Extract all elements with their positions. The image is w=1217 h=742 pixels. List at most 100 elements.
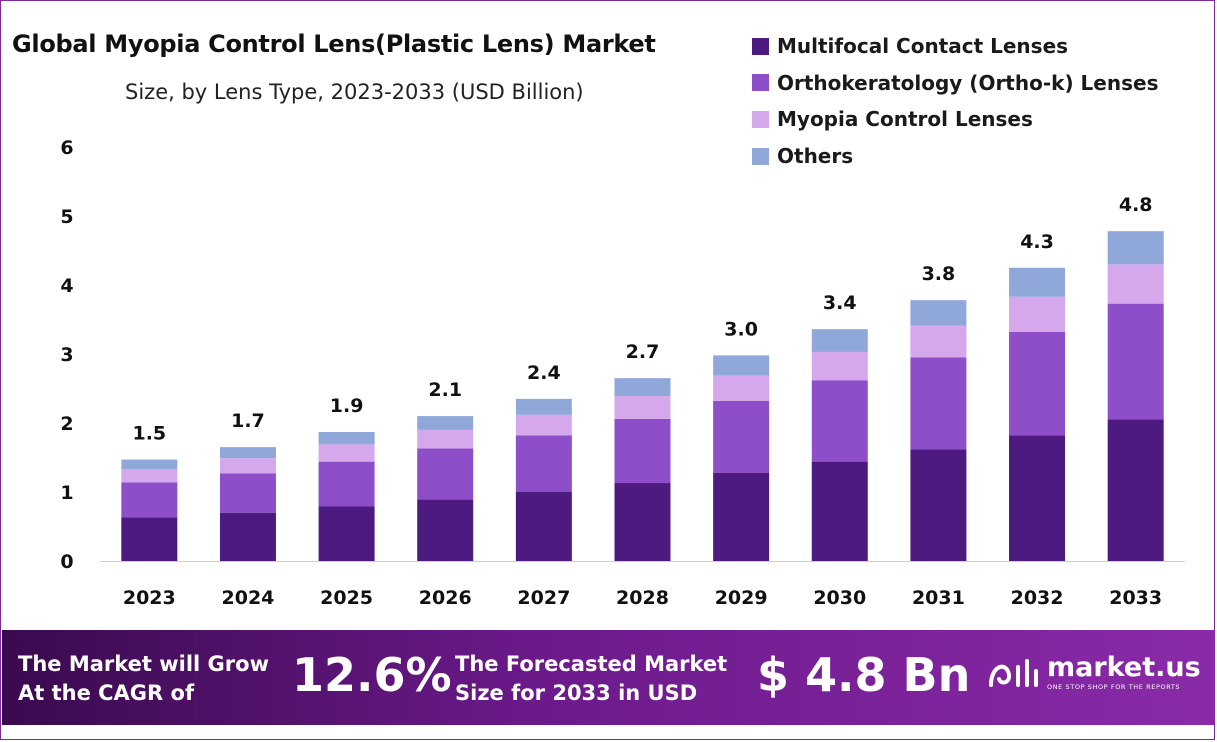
bar-chart: 0 1 2 3 4 5 6 1.5 2023 1.7 2024 1.9 2025 2.1 2026 2.4 20… <box>60 137 1185 609</box>
bar-segment-orthok <box>417 448 474 500</box>
x-tick-label: 2025 <box>320 587 373 609</box>
footer-forecast-line1: The Forecasted Market <box>455 652 728 676</box>
logo-tagline: ONE STOP SHOP FOR THE REPORTS <box>1047 683 1181 691</box>
bar-segment-orthok <box>614 418 671 484</box>
bar-total-label: 1.5 <box>132 423 166 445</box>
market-us-logo: market.us ONE STOP SHOP FOR THE REPORTS <box>987 654 1201 691</box>
bar-segment-multifocal <box>713 472 770 561</box>
bar-segment-myopia <box>1009 296 1066 332</box>
legend-swatch-others <box>752 147 769 165</box>
footer-forecast-text: The Forecasted Market Size for 2033 in U… <box>455 650 727 708</box>
bar-segment-others <box>1107 231 1164 265</box>
x-tick-label: 2033 <box>1109 587 1162 609</box>
bar-segment-orthok <box>1009 331 1066 436</box>
y-tick-label: 6 <box>60 137 73 159</box>
legend-item-others: Others <box>752 138 1158 175</box>
bar-segment-myopia <box>219 458 276 474</box>
bar-segment-others <box>811 329 868 352</box>
logo-text: market.us <box>1047 652 1201 683</box>
legend-label-others: Others <box>777 144 854 169</box>
chart-legend: Multifocal Contact Lenses Orthokeratolog… <box>752 28 1158 174</box>
footer-grow-line1: The Market will Grow <box>18 652 269 676</box>
bar-segment-orthok <box>515 435 572 492</box>
legend-label-orthok: Orthokeratology (Ortho-k) Lenses <box>777 70 1159 95</box>
y-tick-label: 2 <box>60 413 73 435</box>
legend-label-multifocal: Multifocal Contact Lenses <box>777 34 1069 59</box>
bar-segment-others <box>318 431 375 445</box>
bar-total-label: 3.8 <box>922 263 956 285</box>
x-tick-label: 2029 <box>715 587 768 609</box>
legend-item-myopia: Myopia Control Lenses <box>752 101 1158 138</box>
bar-segment-multifocal <box>614 483 671 561</box>
footer-banner: The Market will Grow At the CAGR of 12.6… <box>2 630 1215 725</box>
y-tick-label: 0 <box>60 551 73 573</box>
x-tick-label: 2027 <box>517 587 570 609</box>
bar-segment-others <box>614 378 671 397</box>
y-tick-label: 1 <box>60 482 73 504</box>
bar-total-label: 2.7 <box>626 341 660 363</box>
bar-segment-others <box>417 416 474 430</box>
bar-segment-multifocal <box>811 461 868 561</box>
footer-size-value: $ 4.8 Bn <box>757 648 971 702</box>
bar-total-label: 1.9 <box>330 395 364 417</box>
bar-segment-others <box>713 355 770 376</box>
bar-total-label: 4.8 <box>1119 194 1153 216</box>
bar-segment-myopia <box>515 414 572 436</box>
footer-cagr-value: 12.6% <box>292 648 452 702</box>
legend-swatch-myopia <box>752 110 769 128</box>
legend-item-multifocal: Multifocal Contact Lenses <box>752 28 1158 65</box>
bar-total-label: 2.4 <box>527 362 561 384</box>
bar-segment-orthok <box>219 473 276 513</box>
x-tick-label: 2023 <box>123 587 176 609</box>
bar-segment-myopia <box>121 469 178 483</box>
legend-swatch-multifocal <box>752 37 769 55</box>
x-tick-label: 2032 <box>1011 587 1064 609</box>
chart-title: Global Myopia Control Lens(Plastic Lens)… <box>12 30 656 58</box>
bar-segment-multifocal <box>1009 435 1066 561</box>
bar-segment-myopia <box>910 325 967 358</box>
y-tick-label: 5 <box>60 206 73 228</box>
x-tick-label: 2030 <box>813 587 866 609</box>
y-tick-label: 3 <box>60 344 73 366</box>
y-tick-label: 4 <box>60 275 73 297</box>
legend-swatch-orthok <box>752 74 769 92</box>
bar-segment-myopia <box>417 429 474 449</box>
bar-segment-myopia <box>318 444 375 462</box>
bar-total-label: 3.0 <box>724 318 758 340</box>
bar-total-label: 4.3 <box>1020 231 1054 253</box>
bar-total-label: 3.4 <box>823 292 857 314</box>
market-us-logo-icon <box>989 658 1038 687</box>
bar-segment-multifocal <box>910 449 967 561</box>
footer-grow-text: The Market will Grow At the CAGR of <box>18 650 269 708</box>
bar-segment-myopia <box>713 375 770 401</box>
legend-label-myopia: Myopia Control Lenses <box>777 107 1033 132</box>
bar-total-label: 1.7 <box>231 410 265 432</box>
bar-segment-multifocal <box>417 499 474 561</box>
bar-segment-multifocal <box>318 506 375 561</box>
logo-wordmark: market.us ONE STOP SHOP FOR THE REPORTS <box>1047 652 1201 692</box>
bar-segment-others <box>515 398 572 415</box>
bar-segment-others <box>121 459 178 470</box>
bar-segment-others <box>910 300 967 326</box>
bar-segment-myopia <box>1107 264 1164 304</box>
footer-forecast-line2: Size for 2033 in USD <box>455 681 698 705</box>
bar-segment-multifocal <box>121 517 178 561</box>
bar-segment-others <box>219 447 276 459</box>
legend-item-orthok: Orthokeratology (Ortho-k) Lenses <box>752 65 1158 102</box>
bar-segment-myopia <box>614 396 671 419</box>
x-tick-label: 2028 <box>616 587 669 609</box>
bar-segment-orthok <box>910 357 967 450</box>
bar-segment-orthok <box>811 380 868 462</box>
footer-grow-line2: At the CAGR of <box>18 681 195 705</box>
bar-segment-multifocal <box>219 512 276 561</box>
bar-segment-multifocal <box>515 492 572 561</box>
bar-segment-orthok <box>121 482 178 518</box>
bar-segment-others <box>1009 267 1066 297</box>
bar-segment-multifocal <box>1107 419 1164 561</box>
chart-subtitle: Size, by Lens Type, 2023-2033 (USD Billi… <box>125 80 584 104</box>
bar-segment-orthok <box>1107 303 1164 420</box>
x-tick-label: 2026 <box>419 587 472 609</box>
bar-segment-myopia <box>811 351 868 381</box>
bar-total-label: 2.1 <box>428 379 462 401</box>
